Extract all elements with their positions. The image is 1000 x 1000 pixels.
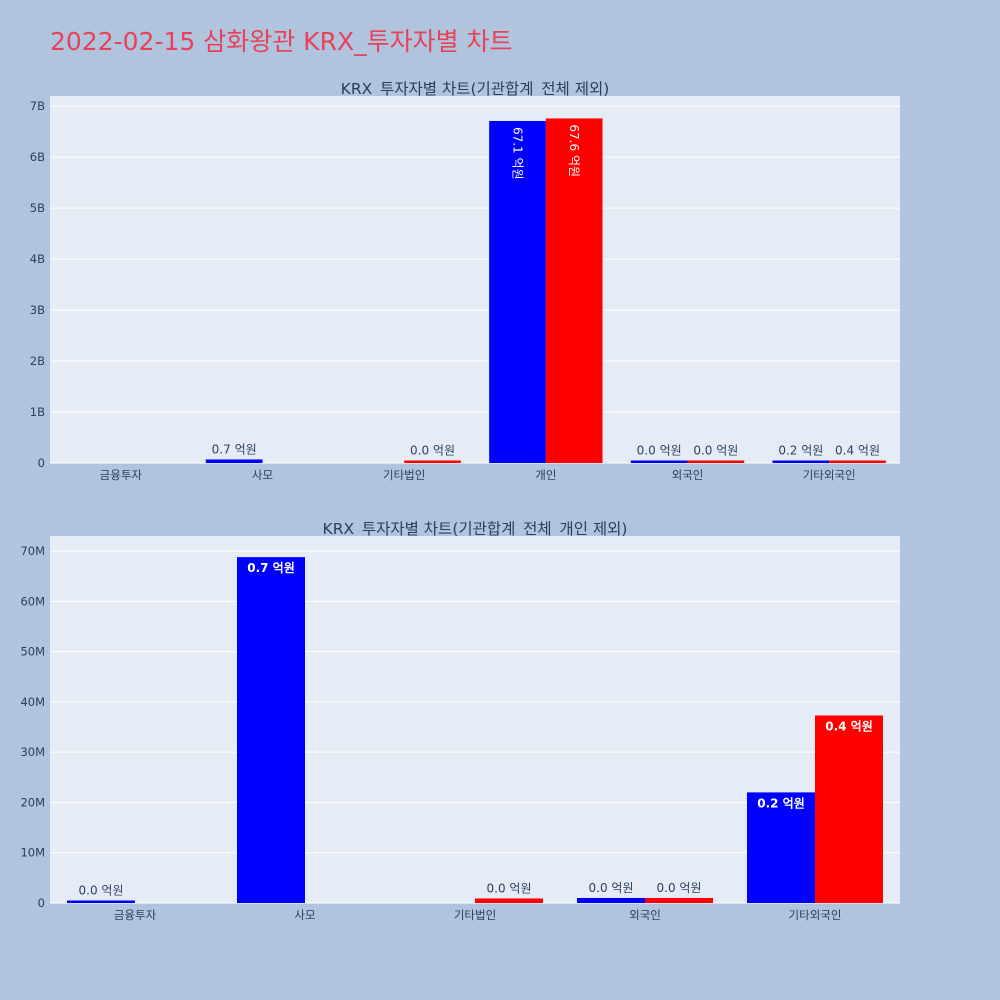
x-tick-label: 사모 (252, 468, 273, 482)
y-tick-label: 3B (30, 303, 45, 317)
y-tick-label: 6B (30, 150, 45, 164)
bar (237, 557, 305, 903)
y-tick-label: 0 (38, 896, 45, 910)
bar (475, 898, 543, 903)
x-tick-label: 기타외국인 (803, 468, 856, 482)
bar (404, 460, 461, 463)
bar (489, 120, 546, 464)
chart-title: KRX_투자자별 차트(기관합계_전체 제외) (341, 80, 610, 99)
data-label: 67.1 억원 (511, 127, 525, 180)
x-tick-label: 금융투자 (114, 908, 157, 922)
data-label: 0.0 억원 (693, 444, 738, 458)
data-label: 0.2 억원 (757, 796, 805, 810)
bar (577, 897, 645, 903)
bar (545, 118, 603, 463)
x-tick-label: 기타법인 (383, 468, 425, 482)
data-label: 67.6 억원 (567, 124, 581, 177)
y-tick-label: 1B (30, 405, 45, 419)
bar (645, 897, 713, 903)
chart-title: KRX_투자자별 차트(기관합계_전체_개인 제외) (323, 520, 628, 539)
x-tick-label: 금융투자 (100, 468, 143, 482)
data-label: 0.2 억원 (778, 444, 823, 458)
data-label: 0.0 억원 (657, 881, 702, 895)
investor-chart-excl-individual: KRX_투자자별 차트(기관합계_전체_개인 제외) 0 10M 20M 30M 40M 5… (20, 520, 900, 922)
y-tick-label: 0 (38, 456, 45, 470)
bar (205, 459, 263, 463)
y-tick-label: 20M (20, 795, 45, 809)
bar (829, 460, 886, 463)
y-tick-label: 40M (20, 695, 45, 709)
y-tick-label: 7B (30, 99, 45, 113)
bar (67, 900, 135, 903)
y-tick-label: 5B (30, 201, 45, 215)
y-tick-label: 60M (20, 594, 45, 608)
bar (772, 460, 830, 463)
data-label: 0.0 억원 (79, 884, 124, 898)
x-tick-label: 기타외국인 (789, 908, 842, 922)
bar (630, 460, 688, 463)
x-tick-label: 개인 (535, 468, 556, 482)
x-tick-label: 사모 (294, 908, 315, 922)
data-label: 0.7 억원 (247, 561, 295, 575)
data-label: 0.0 억원 (410, 444, 455, 458)
y-tick-label: 50M (20, 645, 45, 659)
bar (747, 792, 815, 903)
data-label: 0.7 억원 (212, 442, 257, 456)
y-tick-label: 70M (20, 544, 45, 558)
bar (815, 715, 883, 903)
x-tick-label: 기타법인 (454, 908, 496, 922)
y-tick-label: 10M (20, 846, 45, 860)
y-tick-label: 30M (20, 745, 45, 759)
investor-chart-all: KRX_투자자별 차트(기관합계_전체 제외) 0 1B 2B 3B 4B 5B 6B 7B 금융… (30, 80, 900, 482)
data-label: 0.0 억원 (637, 444, 682, 458)
page-title: 2022-02-15 삼화왕관 KRX_투자자별 차트 (50, 27, 513, 56)
bar (687, 460, 745, 463)
x-tick-label: 외국인 (629, 908, 661, 922)
data-label: 0.4 억원 (835, 444, 880, 458)
y-tick-label: 4B (30, 252, 45, 266)
data-label: 0.0 억원 (487, 881, 532, 895)
y-tick-label: 2B (30, 354, 45, 368)
data-label: 0.4 억원 (825, 719, 873, 733)
data-label: 0.0 억원 (589, 881, 634, 895)
x-tick-label: 외국인 (672, 468, 704, 482)
plot-area (50, 96, 900, 463)
